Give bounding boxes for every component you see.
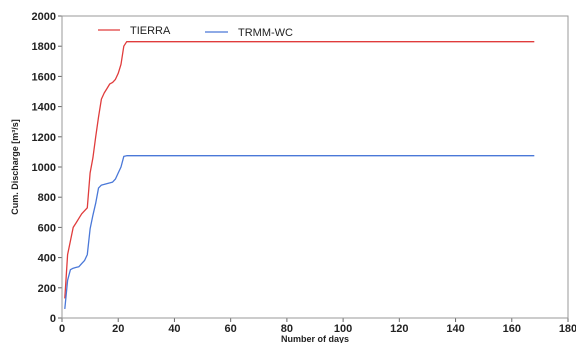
x-axis-ticks: 0 20 40 60 80 100 120 140 160 180 — [59, 318, 576, 335]
series-line-tierra — [64, 41, 535, 299]
x-tick-label: 120 — [390, 323, 408, 335]
x-tick-label: 140 — [446, 323, 464, 335]
series-line-trmm-wc — [64, 155, 535, 309]
y-tick-label: 400 — [38, 253, 56, 265]
x-tick-label: 100 — [334, 323, 352, 335]
x-tick-label: 60 — [225, 323, 237, 335]
y-tick-label: 1200 — [32, 132, 56, 144]
plot-area — [61, 15, 569, 319]
x-tick-label: 20 — [112, 323, 124, 335]
x-tick-label: 0 — [59, 323, 65, 335]
y-tick-label: 1800 — [32, 41, 56, 53]
y-axis-ticks: 0 200 400 600 800 1000 1200 1400 1600 1800 2000 — [32, 11, 62, 325]
y-tick-label: 800 — [38, 192, 56, 204]
y-tick-label: 200 — [38, 283, 56, 295]
x-tick-label: 80 — [281, 323, 293, 335]
legend: TIERRA TRMM-WC — [98, 25, 293, 39]
y-tick-label: 1000 — [32, 162, 56, 174]
series-lines — [64, 41, 535, 309]
x-tick-label: 40 — [168, 323, 180, 335]
y-tick-label: 1600 — [32, 71, 56, 83]
x-tick-label: 160 — [503, 323, 521, 335]
y-tick-label: 600 — [38, 222, 56, 234]
y-tick-label: 1400 — [32, 102, 56, 114]
y-axis-label: Cum. Discharge [m³/s] — [10, 119, 20, 215]
y-tick-label: 0 — [50, 313, 56, 325]
legend-label-tierra: TIERRA — [130, 25, 171, 37]
legend-label-trmm-wc: TRMM-WC — [238, 27, 293, 39]
x-tick-label: 180 — [559, 323, 576, 335]
x-axis-label: Number of days — [281, 334, 349, 343]
y-tick-label: 2000 — [32, 11, 56, 23]
